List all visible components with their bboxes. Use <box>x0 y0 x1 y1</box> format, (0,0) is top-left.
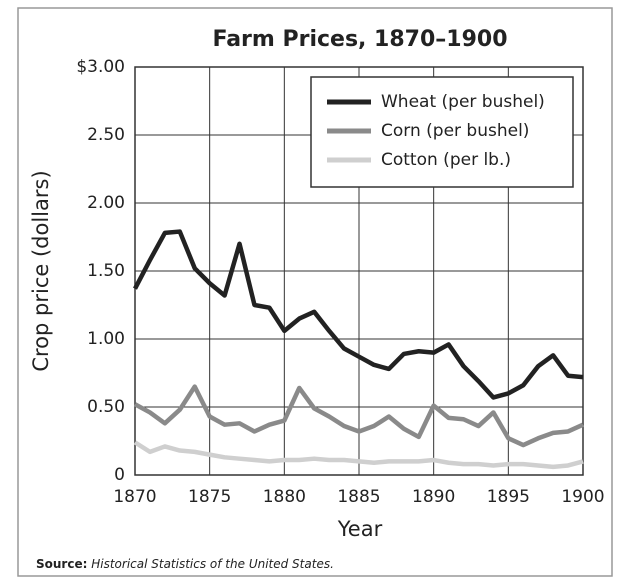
x-tick-label: 1885 <box>337 487 380 507</box>
x-tick-label: 1890 <box>412 487 455 507</box>
x-axis-label: Year <box>337 517 383 541</box>
y-axis-label: Crop price (dollars) <box>29 170 53 371</box>
source-label: Source: <box>36 557 87 571</box>
frame <box>17 7 613 577</box>
y-tick-label: 1.50 <box>87 261 125 281</box>
line <box>133 229 584 400</box>
x-tick-label: 1895 <box>487 487 530 507</box>
y-tick-label: 0.50 <box>87 397 125 417</box>
source-text: Historical Statistics of the United Stat… <box>91 557 334 571</box>
x-tick-label: 1900 <box>561 487 604 507</box>
legend-label: Corn (per bushel) <box>381 121 529 141</box>
source: Source: Historical Statistics of the Uni… <box>36 557 334 571</box>
chart-title: Farm Prices, 1870–1900 <box>212 27 507 52</box>
x-tick-label: 1875 <box>188 487 231 507</box>
line <box>133 440 584 470</box>
y-tick-label: 2.50 <box>87 125 125 145</box>
legend-label: Cotton (per lb.) <box>381 150 511 170</box>
y-tick-label: 0 <box>114 465 125 485</box>
x-tick-label: 1870 <box>113 487 156 507</box>
x-tick-label: 1880 <box>263 487 306 507</box>
line <box>133 384 584 448</box>
y-tick-label: 1.00 <box>87 329 125 349</box>
y-tick-label: 2.00 <box>87 193 125 213</box>
y-tick-label: $3.00 <box>76 57 125 77</box>
legend-label: Wheat (per bushel) <box>381 92 545 112</box>
